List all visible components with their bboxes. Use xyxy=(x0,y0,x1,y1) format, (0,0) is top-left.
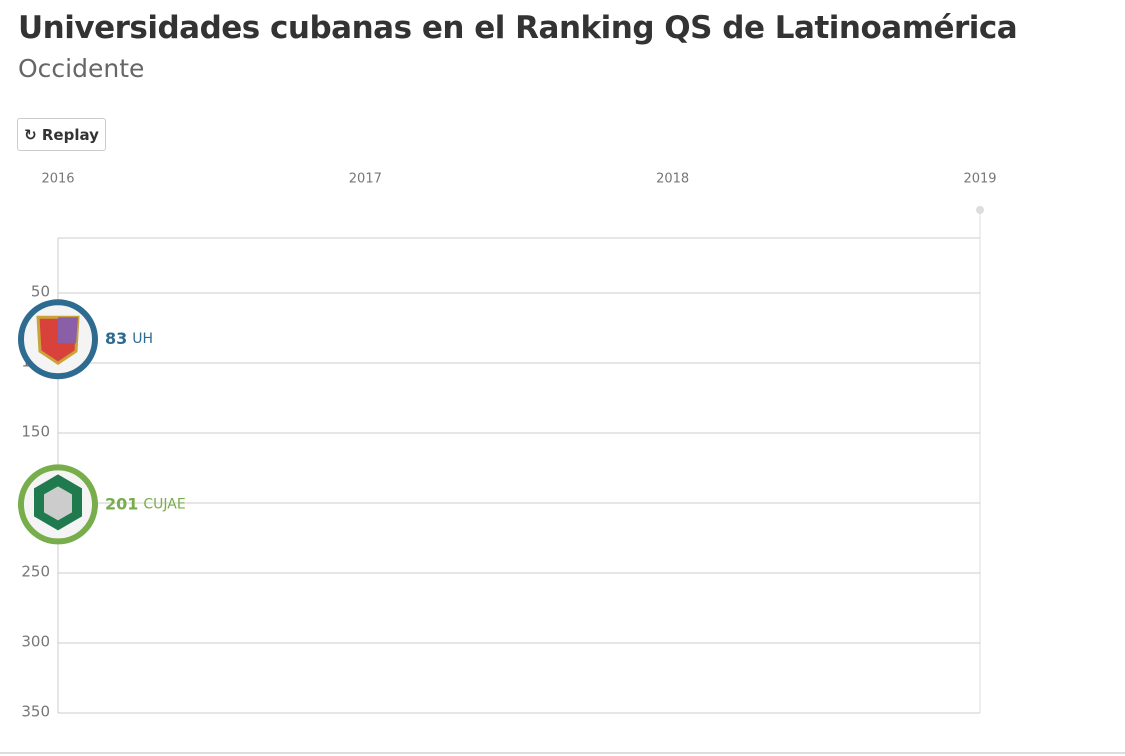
replay-label: Replay xyxy=(41,125,99,144)
data-label: 83 UH xyxy=(105,329,153,348)
x-tick-label: 2019 xyxy=(963,172,996,187)
y-tick-label: 300 xyxy=(21,633,50,651)
y-tick-label: 250 xyxy=(21,563,50,581)
y-tick-label: 50 xyxy=(31,283,50,301)
chart-subtitle: Occidente xyxy=(18,54,145,83)
y-tick-label: 350 xyxy=(21,703,50,721)
x-tick-label: 2016 xyxy=(41,172,74,187)
value-label: 201 xyxy=(105,494,138,513)
logo-cube xyxy=(44,486,72,521)
series-label: CUJAE xyxy=(143,496,185,512)
point-group xyxy=(18,299,98,380)
value-label: 83 xyxy=(105,329,127,348)
time-marker xyxy=(976,206,984,214)
series-label: UH xyxy=(132,331,153,347)
replay-button[interactable]: ↻ Replay xyxy=(17,118,106,151)
x-tick-label: 2017 xyxy=(349,172,382,187)
point-group xyxy=(18,464,98,545)
y-tick-label: 150 xyxy=(21,423,50,441)
logo-shield-part xyxy=(58,317,78,344)
x-tick-label: 2018 xyxy=(656,172,689,187)
data-label: 201 CUJAE xyxy=(105,494,186,513)
chart-title: Universidades cubanas en el Ranking QS d… xyxy=(18,10,1018,46)
